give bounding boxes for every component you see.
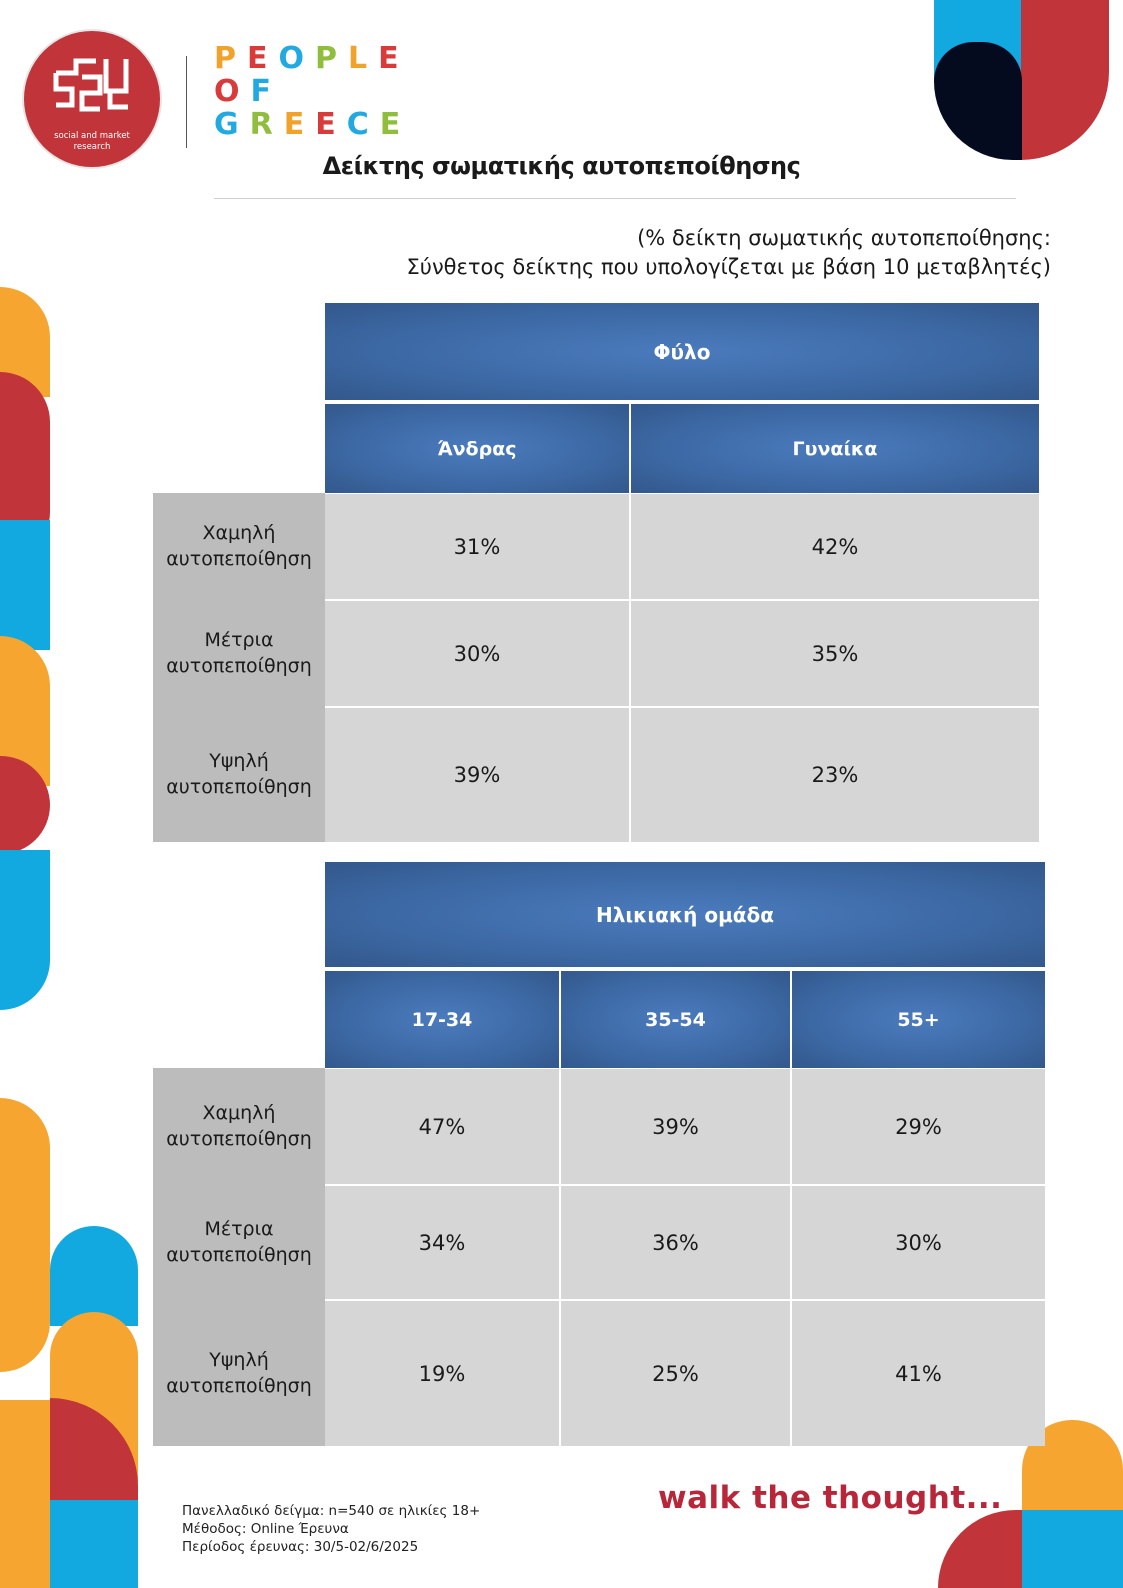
brand-letter: C [346,107,380,142]
brand-letter: E [378,41,410,76]
brand-letter: F [250,74,283,109]
subtitle-line-1: (% δείκτη σωματικής αυτοπεποίθησης: [637,226,1051,250]
table-cell: 30% [792,1186,1045,1299]
decor-left-blue-2 [0,850,50,1010]
title-divider [214,198,1016,199]
table-cell: 31% [325,494,629,599]
age-row-label: Χαμηλή αυτοπεποίθηση [153,1068,325,1184]
gender-column-header: Άνδρας [325,404,629,493]
table-cell: 39% [325,708,629,842]
table-cell: 42% [631,494,1039,599]
logo-tagline-line1: social and market [54,131,130,141]
sample-note: Πανελλαδικό δείγμα: n=540 σε ηλικίες 18+ [182,1503,481,1519]
gender-row-label: Μέτρια αυτοπεποίθηση [153,599,325,706]
logo-divider [186,56,187,148]
table-cell: 36% [561,1186,790,1299]
decor-bottom-left-blue-2 [50,1500,138,1588]
brand-letter: O [214,74,251,109]
age-column-header: 17-34 [325,971,559,1068]
slogan: walk the thought... [658,1480,1003,1516]
logo-tagline-line2: research [73,142,111,152]
subtitle: (% δείκτη σωματικής αυτοπεποίθησης: Σύνθ… [407,224,1051,282]
table-cell: 35% [631,601,1039,706]
brand-letter: L [348,41,379,76]
decor-bottom-left-blue [50,1226,138,1326]
table-cell: 23% [631,708,1039,842]
decor-top-right-navy [934,42,1022,160]
subtitle-line-2: Σύνθετος δείκτης που υπολογίζεται με βάσ… [406,255,1051,279]
brand-wordmark: PEOPLE OF GREECE [214,42,411,141]
company-logo: social and market research [24,31,160,167]
table-cell: 41% [792,1301,1045,1446]
decor-bottom-left-orange-3 [0,1400,50,1588]
brand-line-3: GREECE [214,108,411,141]
gender-column-header: Γυναίκα [631,404,1039,493]
brand-line-2: OF [214,75,411,108]
logo-tagline: social and market research [24,131,160,153]
decor-top-right-red [1021,0,1109,160]
gender-table-header: Φύλο [325,303,1039,400]
page-title: Δείκτης σωματικής αυτοπεποίθησης [322,152,801,180]
brand-letter: E [379,107,412,142]
age-column-header: 55+ [792,971,1045,1068]
brand-letter: P [315,41,349,76]
age-row-label: Υψηλή αυτοπεποίθηση [153,1299,325,1446]
brand-letter: E [315,107,347,142]
table-cell: 39% [561,1069,790,1184]
brand-letter: R [249,107,284,142]
age-table-header: Ηλικιακή ομάδα [325,862,1045,967]
gender-row-label: Χαμηλή αυτοπεποίθηση [153,493,325,599]
gender-row-label: Υψηλή αυτοπεποίθηση [153,706,325,842]
brand-line-1: PEOPLE [214,42,411,75]
decor-bottom-right-red [938,1510,1022,1588]
table-cell: 29% [792,1069,1045,1184]
decor-bottom-left-orange-1 [0,1098,50,1372]
age-column-header: 35-54 [561,971,790,1068]
brand-letter: E [283,107,316,142]
logo-mark-icon [53,58,129,112]
table-cell: 19% [325,1301,559,1446]
table-cell: 34% [325,1186,559,1299]
decor-bottom-right-blue [1022,1510,1123,1588]
method-note: Μέθοδος: Online Έρευνα [182,1521,349,1537]
table-cell: 25% [561,1301,790,1446]
methodology-notes: Πανελλαδικό δείγμα: n=540 σε ηλικίες 18+… [182,1502,480,1556]
brand-letter: G [214,107,250,142]
period-note: Περίοδος έρευνας: 30/5-02/6/2025 [182,1539,419,1555]
brand-letter: O [278,41,316,76]
age-row-label: Μέτρια αυτοπεποίθηση [153,1184,325,1299]
table-cell: 30% [325,601,629,706]
brand-letter: E [247,41,279,76]
decor-left-blue-1 [0,520,50,650]
table-cell: 47% [325,1069,559,1184]
brand-letter: P [214,41,247,76]
